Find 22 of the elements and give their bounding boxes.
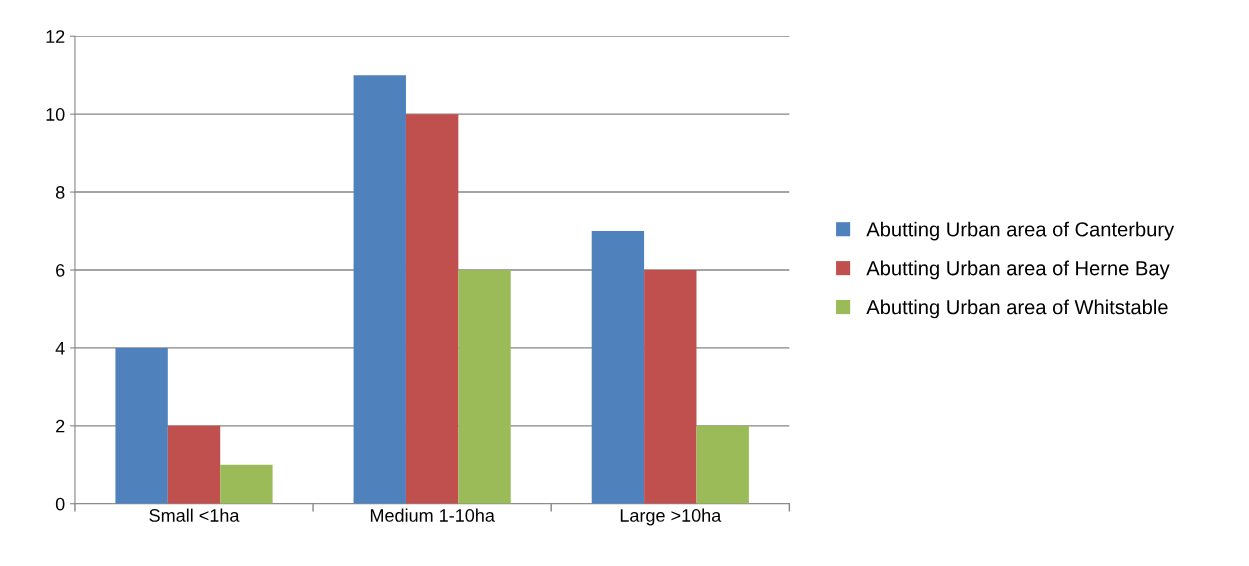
bar (591, 231, 645, 504)
legend-label: Abutting Urban area of Canterbury (866, 221, 1175, 241)
y-tick-label: 10 (46, 108, 65, 121)
y-tick-label: 12 (46, 30, 65, 43)
bar (353, 75, 406, 504)
y-tick-label: 0 (55, 497, 65, 511)
bar (405, 114, 459, 504)
y-tick-label: 2 (56, 419, 65, 433)
bar (167, 425, 221, 504)
legend-label: Abutting Urban area of Herne Bay (866, 260, 1170, 280)
y-tick-label: 8 (55, 186, 65, 199)
x-tick-label: Large >10ha (620, 508, 722, 526)
y-tick-label: 4 (55, 342, 65, 355)
bar (458, 269, 511, 504)
bar (696, 425, 749, 504)
legend-label: Abutting Urban area of Whitstable (866, 299, 1168, 319)
y-tick-label: 6 (56, 263, 65, 277)
bar (644, 269, 697, 504)
bar (115, 347, 168, 504)
bar (220, 464, 273, 504)
x-tick-label: Medium 1-10ha (370, 508, 495, 522)
x-tick-label: Small <1ha (149, 508, 240, 522)
